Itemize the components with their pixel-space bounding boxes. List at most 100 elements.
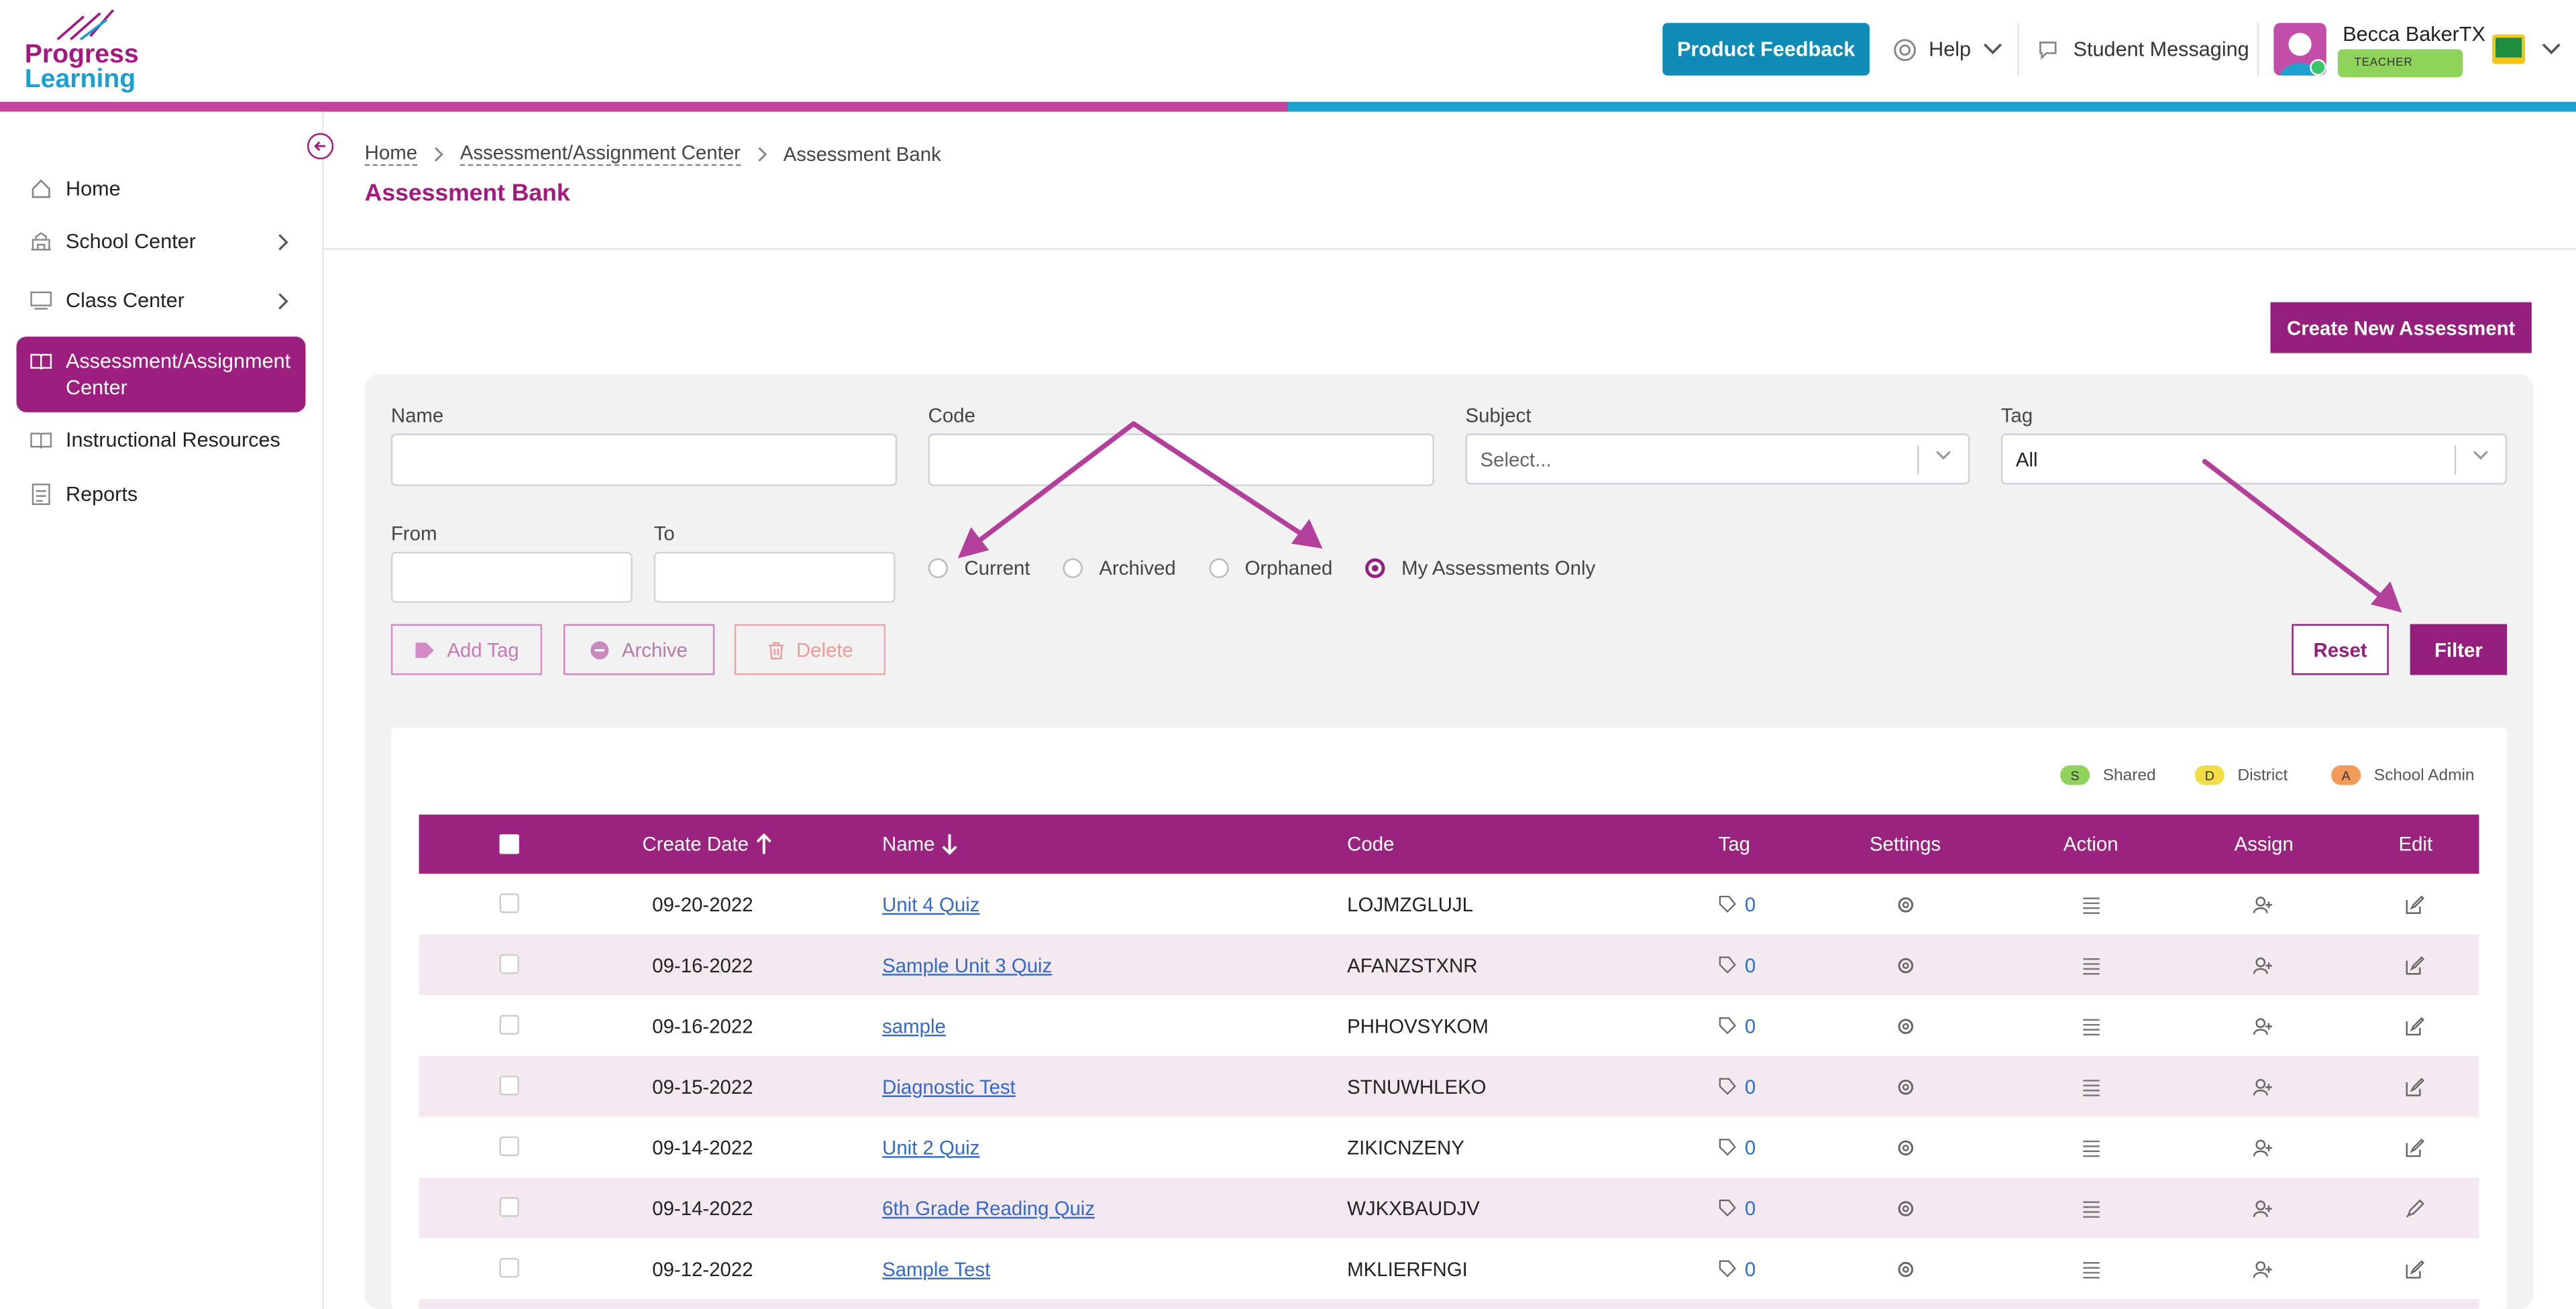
radio-orphaned[interactable]: Orphaned <box>1208 557 1332 579</box>
progress-learning-logo[interactable]: Progress Learning <box>25 9 156 93</box>
assign-user-icon[interactable] <box>2253 1239 2274 1300</box>
assessment-name-link[interactable]: sample <box>882 1014 946 1037</box>
action-menu-icon[interactable] <box>2082 1117 2101 1178</box>
settings-gear-icon[interactable] <box>1896 934 1915 995</box>
row-checkbox[interactable] <box>499 893 519 913</box>
breadcrumb-home-link[interactable]: Home <box>364 141 418 166</box>
sidebar-item-reports[interactable]: Reports <box>16 478 305 511</box>
assessment-name-link[interactable]: Sample Test <box>882 1257 991 1280</box>
student-messaging-link[interactable]: Student Messaging <box>2037 23 2249 75</box>
google-classroom-icon[interactable] <box>2492 34 2526 64</box>
row-tag-link[interactable]: 0 <box>1719 1239 1756 1300</box>
edit-icon[interactable] <box>2405 1239 2424 1300</box>
row-tag-link[interactable]: 0 <box>1719 1178 1756 1239</box>
action-menu-icon[interactable] <box>2082 1056 2101 1117</box>
sidebar-item-instructional-resources[interactable]: Instructional Resources <box>16 424 305 457</box>
product-feedback-button[interactable]: Product Feedback <box>1662 23 1870 76</box>
row-tag-link[interactable]: 0 <box>1719 1117 1756 1178</box>
row-checkbox[interactable] <box>499 1197 519 1217</box>
row-date: 09-16-2022 <box>652 953 753 976</box>
code-filter-input[interactable] <box>928 433 1434 486</box>
edit-icon[interactable] <box>2405 874 2424 935</box>
settings-gear-icon[interactable] <box>1896 1178 1915 1239</box>
assign-user-icon[interactable] <box>2253 995 2274 1056</box>
user-menu-chevron-icon[interactable] <box>2542 43 2561 56</box>
assign-user-icon[interactable] <box>2253 1117 2274 1178</box>
radio-button[interactable] <box>928 558 949 579</box>
sidebar-item-assessment-center[interactable]: Assessment/Assignment Center <box>16 337 306 412</box>
radio-current[interactable]: Current <box>928 557 1030 579</box>
settings-gear-icon[interactable] <box>1896 1056 1915 1117</box>
row-tag-link[interactable]: 0 <box>1719 934 1756 995</box>
select-all-checkbox[interactable] <box>499 834 519 854</box>
sidebar-item-label: Class Center <box>65 289 184 312</box>
radio-button[interactable] <box>1208 558 1229 579</box>
to-date-input[interactable] <box>653 551 896 603</box>
row-checkbox[interactable] <box>499 1076 519 1096</box>
subject-select[interactable]: Select... <box>1465 433 1970 485</box>
name-filter-input[interactable] <box>390 433 898 486</box>
edit-icon[interactable] <box>2405 1056 2424 1117</box>
assign-user-icon[interactable] <box>2253 934 2274 995</box>
delete-button[interactable]: Delete <box>734 624 886 675</box>
settings-gear-icon[interactable] <box>1896 995 1915 1056</box>
archive-label: Archive <box>621 638 688 661</box>
edit-pencil-icon[interactable] <box>2405 1178 2424 1239</box>
tag-icon <box>1719 956 1736 974</box>
action-menu-icon[interactable] <box>2082 1239 2101 1300</box>
breadcrumb-assessment-center-link[interactable]: Assessment/Assignment Center <box>460 141 741 166</box>
user-avatar[interactable] <box>2273 23 2326 76</box>
sort-ascending-icon <box>755 833 771 854</box>
sidebar-item-class-center[interactable]: Class Center <box>16 284 305 317</box>
tag-select[interactable]: All <box>2000 433 2508 485</box>
column-name[interactable]: Name <box>882 815 958 874</box>
assessment-name-link[interactable]: Diagnostic Test <box>882 1074 1016 1098</box>
reset-button[interactable]: Reset <box>2292 624 2389 675</box>
help-menu[interactable]: Help <box>1892 23 2002 75</box>
radio-archived[interactable]: Archived <box>1063 557 1176 579</box>
sidebar-item-school-center[interactable]: School Center <box>16 225 305 258</box>
action-menu-icon[interactable] <box>2082 934 2101 995</box>
tag-count: 0 <box>1744 1196 1756 1220</box>
create-new-assessment-button[interactable]: Create New Assessment <box>2270 302 2532 353</box>
legend-school-admin: A School Admin <box>2331 765 2475 785</box>
edit-icon[interactable] <box>2405 995 2424 1056</box>
column-create-date[interactable]: Create Date <box>643 815 772 874</box>
row-checkbox[interactable] <box>499 954 519 974</box>
action-menu-icon[interactable] <box>2082 1178 2101 1239</box>
assign-user-icon[interactable] <box>2253 1178 2274 1239</box>
book-icon <box>30 350 52 373</box>
assign-user-icon[interactable] <box>2253 1056 2274 1117</box>
add-tag-button[interactable]: Add Tag <box>390 624 543 675</box>
settings-gear-icon[interactable] <box>1896 1239 1915 1300</box>
radio-button-selected[interactable] <box>1365 558 1385 579</box>
edit-icon[interactable] <box>2405 934 2424 995</box>
shared-badge: S <box>2060 765 2090 785</box>
filter-button[interactable]: Filter <box>2410 624 2508 675</box>
action-menu-icon[interactable] <box>2082 995 2101 1056</box>
sidebar-item-label: School Center <box>65 229 196 253</box>
radio-my-assessments-only[interactable]: My Assessments Only <box>1365 557 1595 579</box>
assessment-name-link[interactable]: Sample Unit 3 Quiz <box>882 953 1053 976</box>
assessment-name-link[interactable]: Unit 2 Quiz <box>882 1135 980 1159</box>
settings-gear-icon[interactable] <box>1896 1117 1915 1178</box>
home-icon <box>30 177 52 200</box>
row-tag-link[interactable]: 0 <box>1719 995 1756 1056</box>
row-checkbox[interactable] <box>499 1257 519 1278</box>
settings-gear-icon[interactable] <box>1896 874 1915 935</box>
collapse-sidebar-button[interactable] <box>307 133 334 160</box>
assign-user-icon[interactable] <box>2253 874 2274 935</box>
sidebar-item-home[interactable]: Home <box>16 172 305 205</box>
from-date-input[interactable] <box>390 551 633 603</box>
action-menu-icon[interactable] <box>2082 874 2101 935</box>
archive-button[interactable]: Archive <box>564 624 715 675</box>
row-tag-link[interactable]: 0 <box>1719 874 1756 935</box>
edit-icon[interactable] <box>2405 1117 2424 1178</box>
row-checkbox[interactable] <box>499 1015 519 1035</box>
radio-button[interactable] <box>1063 558 1083 579</box>
row-checkbox[interactable] <box>499 1136 519 1157</box>
assessment-name-link[interactable]: Unit 4 Quiz <box>882 893 980 916</box>
assessment-name-link[interactable]: 6th Grade Reading Quiz <box>882 1196 1095 1220</box>
row-tag-link[interactable]: 0 <box>1719 1056 1756 1117</box>
tag-icon <box>1719 1260 1736 1277</box>
